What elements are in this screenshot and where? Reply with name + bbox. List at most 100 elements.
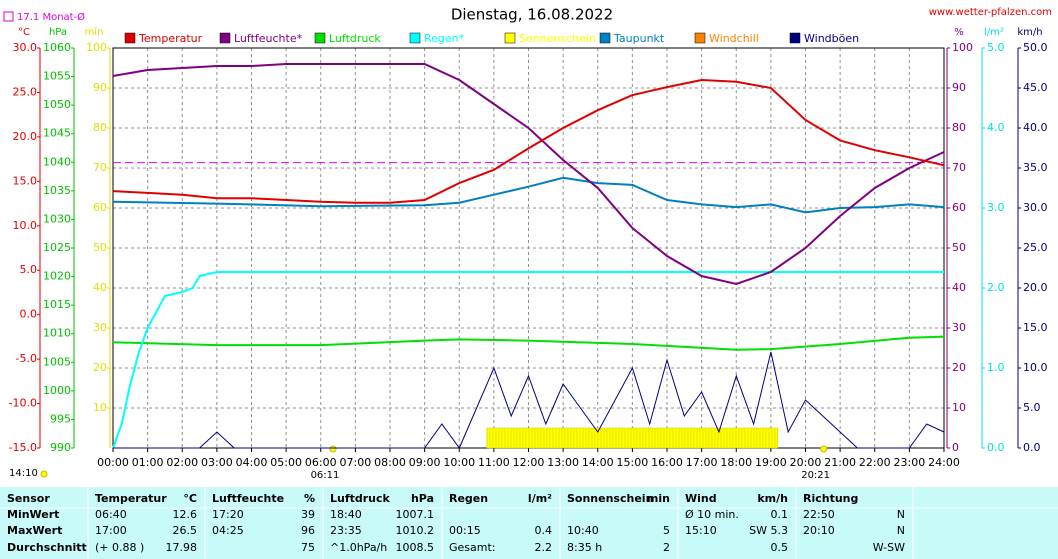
table-cell: 39 [301, 508, 315, 521]
legend-swatch [504, 32, 516, 44]
time-label: 14:10 [9, 468, 38, 479]
x-tick-label: 13:00 [547, 456, 579, 469]
month-avg-icon [3, 11, 14, 22]
legend-swatch [314, 32, 326, 44]
y-tick-label: 1040 [43, 155, 71, 168]
table-row-label: Durchschnitt [7, 541, 87, 554]
series-line [112, 176, 945, 214]
y-tick-label: 3.0 [987, 201, 1005, 214]
y-tick-label: 1005 [43, 355, 71, 368]
y-tick-label: 10.0 [13, 219, 38, 232]
legend-label: Regen* [424, 32, 465, 45]
sunset-label: 20:21 [801, 470, 830, 481]
table-cell: 23:35 [330, 524, 362, 537]
y-tick-label: 90 [952, 81, 966, 94]
axis-unit: km/h [1017, 27, 1042, 38]
y-tick-label: 30 [952, 321, 966, 334]
x-tick-label: 08:00 [374, 456, 406, 469]
y-tick-label: 1000 [43, 384, 71, 397]
table-cell: Gesamt: [449, 541, 496, 554]
y-tick-label: 1025 [43, 241, 71, 254]
table-header: l/m² [528, 492, 552, 505]
y-tick-label: 4.0 [987, 121, 1005, 134]
axis-unit: °C [18, 27, 30, 38]
table-cell: 2 [663, 541, 670, 554]
x-tick-label: 05:00 [270, 456, 302, 469]
series-line [112, 63, 945, 286]
y-tick-label: 60 [952, 201, 966, 214]
table-header: % [304, 492, 315, 505]
table-cell: 0.1 [771, 508, 789, 521]
table-header: Sensor [7, 492, 50, 505]
y-tick-label: 1015 [43, 298, 71, 311]
y-tick-label: 5.0 [1023, 401, 1041, 414]
legend-label: Luftfeuchte* [234, 32, 303, 45]
table-bg [0, 487, 1058, 559]
y-tick-label: 1035 [43, 184, 71, 197]
y-tick-label: 1060 [43, 41, 71, 54]
x-tick-label: 01:00 [132, 456, 164, 469]
table-cell: 75 [301, 541, 315, 554]
y-tick-label: 20 [952, 361, 966, 374]
y-tick-label: 80 [93, 121, 107, 134]
axis-unit: % [954, 27, 964, 38]
y-tick-label: 1045 [43, 127, 71, 140]
x-tick-label: 14:00 [582, 456, 614, 469]
y-tick-label: 50 [952, 241, 966, 254]
table-row-label: MaxWert [7, 524, 62, 537]
sunrise-marker [329, 445, 337, 453]
y-tick-label: 20.0 [13, 130, 38, 143]
table-cell: 96 [301, 524, 315, 537]
y-tick-label: 15.0 [13, 174, 38, 187]
table-cell: 2.2 [535, 541, 553, 554]
sunrise-label: 06:11 [311, 470, 340, 481]
y-tick-label: 30.0 [1023, 201, 1048, 214]
table-cell: 17:00 [95, 524, 127, 537]
legend-swatch [599, 32, 611, 44]
x-tick-label: 21:00 [824, 456, 856, 469]
table-header: km/h [757, 492, 788, 505]
table-cell: N [897, 524, 905, 537]
series-line [112, 335, 945, 351]
x-tick-label: 23:00 [894, 456, 926, 469]
legend-swatch [409, 32, 421, 44]
y-tick-label: 25.0 [13, 85, 38, 98]
x-tick-label: 19:00 [755, 456, 787, 469]
x-tick-label: 15:00 [617, 456, 649, 469]
table-cell: 04:25 [212, 524, 244, 537]
table-cell: 00:15 [449, 524, 481, 537]
y-tick-label: 15.0 [1023, 321, 1048, 334]
y-tick-label: -15.0 [9, 441, 37, 454]
table-cell: 17.98 [166, 541, 198, 554]
axis-unit: hPa [49, 27, 67, 38]
table-cell: 12.6 [173, 508, 198, 521]
table-cell: 18:40 [330, 508, 362, 521]
legend-label: Luftdruck [329, 32, 381, 45]
y-tick-label: 40 [952, 281, 966, 294]
table-cell: 26.5 [173, 524, 198, 537]
y-tick-label: 5.0 [20, 263, 38, 276]
table-cell: 20:10 [803, 524, 835, 537]
y-tick-label: 1050 [43, 98, 71, 111]
x-tick-label: 06:00 [305, 456, 337, 469]
table-header: °C [183, 492, 197, 505]
y-tick-label: 100 [86, 41, 107, 54]
table-header: Wind [685, 492, 717, 505]
table-cell: 22:50 [803, 508, 835, 521]
x-tick-label: 03:00 [201, 456, 233, 469]
table-cell: Ø 10 min. [685, 508, 739, 521]
y-tick-label: 20.0 [1023, 281, 1048, 294]
table-cell: SW 5.3 [749, 524, 788, 537]
y-tick-label: 10 [93, 401, 107, 414]
y-tick-label: 1010 [43, 327, 71, 340]
table-cell: 1007.1 [396, 508, 435, 521]
x-tick-label: 07:00 [340, 456, 372, 469]
chart-title: Dienstag, 16.08.2022 [451, 6, 613, 24]
y-tick-label: 990 [50, 441, 71, 454]
month-avg-label: 17.1 Monat-Ø [17, 11, 85, 23]
legend-label: Temperatur [138, 32, 203, 45]
series-line [112, 271, 944, 449]
y-tick-label: 2.0 [987, 281, 1005, 294]
series-line [113, 351, 945, 450]
table-cell: 8:35 h [567, 541, 602, 554]
